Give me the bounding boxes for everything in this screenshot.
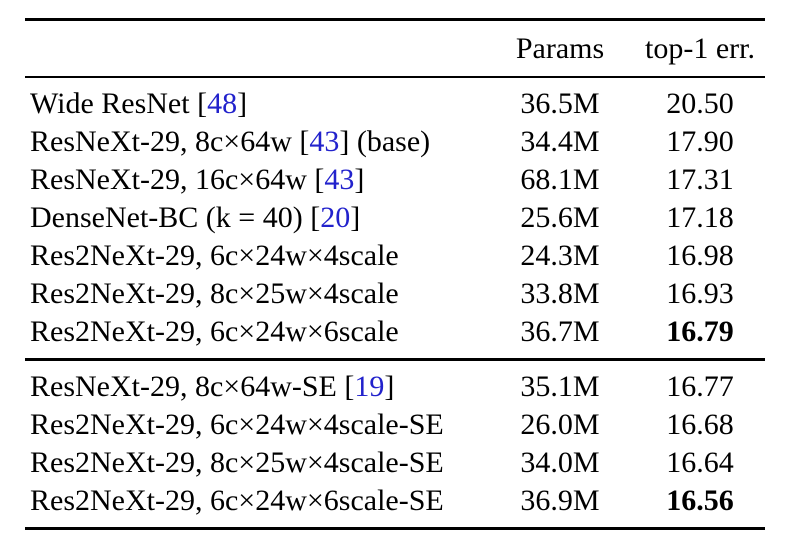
header-separator-rule [25, 76, 765, 78]
table-row: Res2NeXt-29, 6c×24w×4scale 24.3M 16.98 [25, 237, 765, 275]
params-value: 25.6M [520, 201, 600, 234]
model-name: DenseNet-BC (k = 40) [20] [25, 199, 485, 237]
citation-link[interactable]: 48 [207, 87, 238, 120]
table-header-row: Params top-1 err. [25, 21, 765, 76]
params-value: 35.1M [520, 370, 600, 403]
model-name: ResNeXt-29, 8c×64w-SE [19] [25, 368, 485, 406]
params-value: 34.4M [520, 125, 600, 158]
col-header-err: top-1 err. [645, 32, 755, 65]
model-name-text: DenseNet-BC (k = 40) [ [30, 201, 321, 234]
citation-link[interactable]: 19 [354, 370, 385, 403]
err-value-best: 16.79 [666, 315, 734, 348]
params-value: 26.0M [520, 408, 600, 441]
model-name-text: Res2NeXt-29, 6c×24w×4scale-SE [30, 408, 444, 441]
err-value: 16.77 [666, 370, 734, 403]
model-name-text: Res2NeXt-29, 6c×24w×4scale [30, 239, 399, 272]
table-row: Res2NeXt-29, 8c×25w×4scale-SE 34.0M 16.6… [25, 444, 765, 482]
model-name-suffix: ] (base) [339, 125, 431, 158]
err-value: 17.90 [666, 125, 734, 158]
table-section-se-models: ResNeXt-29, 8c×64w-SE [19] 35.1M 16.77 R… [25, 361, 765, 527]
err-value: 16.93 [666, 277, 734, 310]
model-name: ResNeXt-29, 8c×64w [43] (base) [25, 123, 485, 161]
table-row: DenseNet-BC (k = 40) [20] 25.6M 17.18 [25, 199, 765, 237]
model-name-text: Res2NeXt-29, 8c×25w×4scale-SE [30, 446, 444, 479]
bottom-rule [25, 527, 765, 530]
table-row: ResNeXt-29, 8c×64w [43] (base) 34.4M 17.… [25, 123, 765, 161]
col-header-model [25, 21, 485, 76]
citation-link[interactable]: 43 [309, 125, 340, 158]
model-name-text: ResNeXt-29, 8c×64w [ [30, 125, 310, 158]
params-value: 68.1M [520, 163, 600, 196]
err-value-best: 16.56 [666, 484, 734, 517]
model-name-suffix: ] [354, 163, 365, 196]
table-row: ResNeXt-29, 8c×64w-SE [19] 35.1M 16.77 [25, 368, 765, 406]
model-name-text: ResNeXt-29, 8c×64w-SE [ [30, 370, 355, 403]
table-row: ResNeXt-29, 16c×64w [43] 68.1M 17.31 [25, 161, 765, 199]
citation-link[interactable]: 43 [324, 163, 355, 196]
model-name-suffix: ] [384, 370, 395, 403]
params-value: 34.0M [520, 446, 600, 479]
model-name: Res2NeXt-29, 8c×25w×4scale-SE [25, 444, 485, 482]
err-value: 16.68 [666, 408, 734, 441]
model-name: Res2NeXt-29, 8c×25w×4scale [25, 275, 485, 313]
params-value: 24.3M [520, 239, 600, 272]
model-name: ResNeXt-29, 16c×64w [43] [25, 161, 485, 199]
model-name-suffix: ] [237, 87, 248, 120]
table-row: Res2NeXt-29, 8c×25w×4scale 33.8M 16.93 [25, 275, 765, 313]
params-value: 36.9M [520, 484, 600, 517]
table-row: Wide ResNet [48] 36.5M 20.50 [25, 85, 765, 123]
model-name: Res2NeXt-29, 6c×24w×4scale [25, 237, 485, 275]
model-name: Res2NeXt-29, 6c×24w×6scale-SE [25, 482, 485, 520]
col-header-params: Params [515, 32, 605, 65]
citation-link[interactable]: 20 [320, 201, 351, 234]
section-separator-rule [25, 358, 765, 361]
model-name-suffix: ] [350, 201, 361, 234]
top-rule [25, 18, 765, 21]
err-value: 17.18 [666, 201, 734, 234]
model-name: Res2NeXt-29, 6c×24w×6scale [25, 313, 485, 351]
params-value: 36.5M [520, 87, 600, 120]
err-value: 16.98 [666, 239, 734, 272]
model-name-text: Res2NeXt-29, 8c×25w×4scale [30, 277, 399, 310]
table-row: Res2NeXt-29, 6c×24w×6scale-SE 36.9M 16.5… [25, 482, 765, 520]
model-name-text: Res2NeXt-29, 6c×24w×6scale [30, 315, 399, 348]
table-row: Res2NeXt-29, 6c×24w×4scale-SE 26.0M 16.6… [25, 406, 765, 444]
params-value: 33.8M [520, 277, 600, 310]
model-name: Wide ResNet [48] [25, 85, 485, 123]
params-value: 36.7M [520, 315, 600, 348]
table-row: Res2NeXt-29, 6c×24w×6scale 36.7M 16.79 [25, 313, 765, 351]
results-table: Params top-1 err. Wide ResNet [48] 36.5M… [25, 18, 765, 530]
model-name-text: Wide ResNet [ [30, 87, 208, 120]
err-value: 16.64 [666, 446, 734, 479]
model-name-text: Res2NeXt-29, 6c×24w×6scale-SE [30, 484, 444, 517]
model-name: Res2NeXt-29, 6c×24w×4scale-SE [25, 406, 485, 444]
err-value: 20.50 [666, 87, 734, 120]
model-name-text: ResNeXt-29, 16c×64w [ [30, 163, 325, 196]
table-section-baselines: Wide ResNet [48] 36.5M 20.50 ResNeXt-29,… [25, 78, 765, 358]
err-value: 17.31 [666, 163, 734, 196]
